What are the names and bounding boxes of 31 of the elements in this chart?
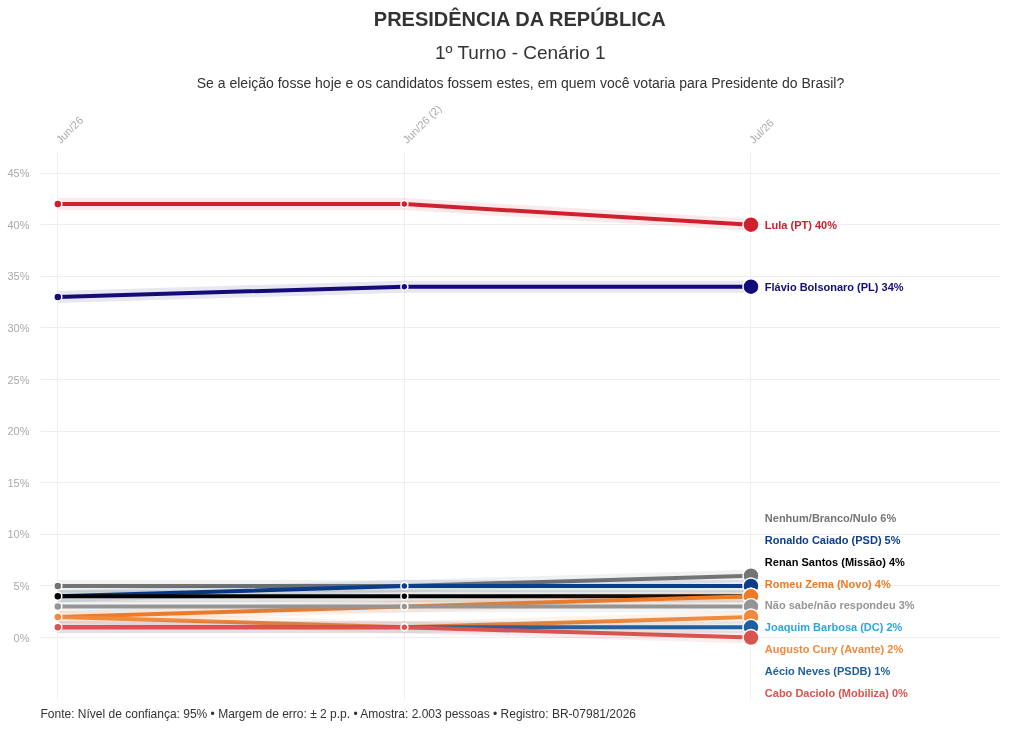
point <box>400 199 409 209</box>
series-label: Romeu Zema (Novo) 4% <box>764 577 891 590</box>
y-tick-label: 45% <box>7 167 30 180</box>
point <box>53 199 63 209</box>
text: Aécio Neves (PSDB) 1% <box>764 665 891 678</box>
chart-title: PRESIDÊNCIA DA REPÚBLICA <box>373 6 666 30</box>
text: Nenhum/Branco/Nulo 6% <box>764 511 897 524</box>
y-tick-label: 40% <box>7 218 30 231</box>
series-label: Augusto Cury (Avante) 2% <box>764 643 904 656</box>
series-label: Flávio Bolsonaro (PL) 34% <box>764 280 904 293</box>
text: Renan Santos (Missão) 4% <box>764 555 906 568</box>
y-tick-label: 0% <box>13 631 30 644</box>
y-tick-label: 15% <box>7 476 30 489</box>
y-tick-label: 5% <box>13 579 30 592</box>
point <box>400 592 409 601</box>
point <box>53 601 63 612</box>
text: Cabo Daciolo (Mobiliza) 0% <box>764 686 909 699</box>
y-tick-label: 30% <box>7 321 30 334</box>
point <box>400 282 409 291</box>
text: Ronaldo Caiado (PSD) 5% <box>764 533 901 546</box>
y-tick-label: 20% <box>7 425 30 438</box>
point <box>53 292 63 302</box>
y-tick-label: 10% <box>7 528 30 541</box>
legend-label: Joaquim Barbosa (DC) 2% <box>764 621 903 634</box>
series-label: Não sabe/não respondeu 3% <box>764 599 915 612</box>
y-tick-label: 25% <box>7 373 30 386</box>
text: Se a eleição fosse hoje e os candidatos fossem estes, em quem você votaria para Presidente do Brasil? <box>196 74 845 91</box>
series-label: Lula (PT) 40% <box>764 218 838 231</box>
source-note: Fonte: Nível de confiança: 95% • Margem de erro: ± 2 p.p. • Amostra: 2.003 pessoas • Registro: BR-07981/2026 <box>40 706 637 721</box>
y-tick-label: 35% <box>7 270 30 283</box>
chart-subtitle: 1º Turno - Cenário 1 <box>435 41 606 63</box>
